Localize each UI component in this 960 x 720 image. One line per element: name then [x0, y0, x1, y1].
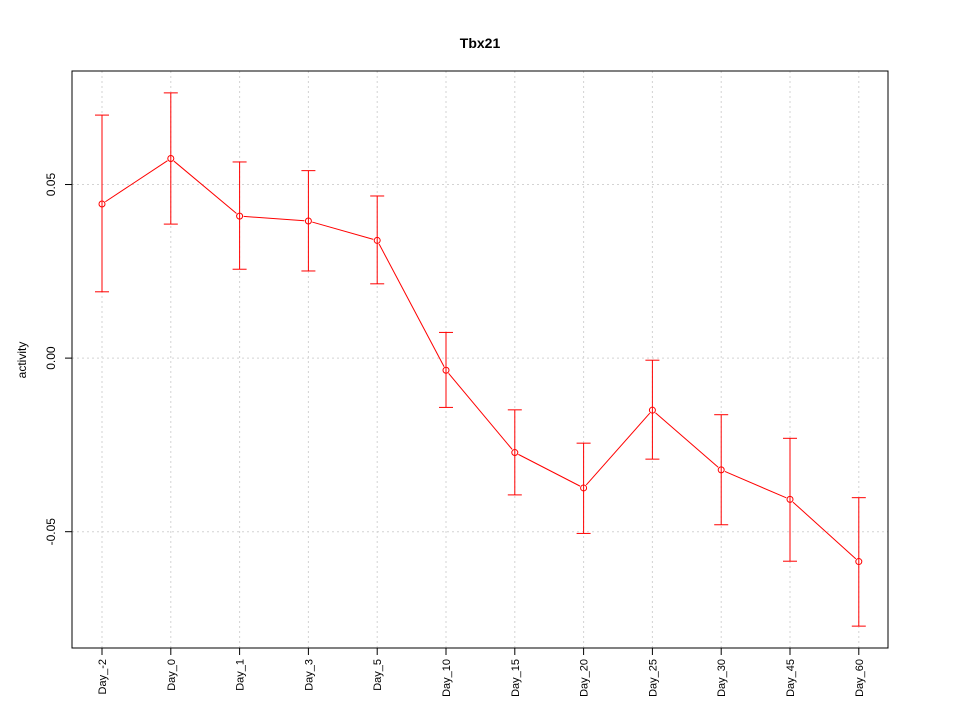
y-tick-label: 0.05	[44, 173, 58, 197]
x-tick-label: Day_3	[303, 659, 315, 691]
chart-title: Tbx21	[460, 35, 501, 51]
x-tick-label: Day_45	[785, 659, 797, 697]
data-point	[717, 466, 725, 474]
data-point	[98, 200, 106, 208]
series-line	[792, 501, 857, 560]
x-tick-label: Day_15	[510, 659, 522, 697]
plot-frame	[71, 70, 889, 649]
x-tick-label: Day_0	[166, 659, 178, 691]
x-tick-label: Day_5	[372, 659, 384, 691]
series-line	[448, 373, 513, 450]
series-line	[518, 453, 581, 487]
y-tick-label: -0.05	[44, 518, 58, 546]
grid	[72, 71, 888, 648]
x-tick-label: Day_1	[235, 659, 247, 691]
error-bars	[95, 92, 866, 627]
series-line	[378, 243, 445, 367]
data-point	[373, 236, 381, 244]
x-axis: Day_-2 Day_0 Day_1 Day_3 Day_5 Day_10 Day_15 Da…	[97, 647, 866, 697]
series-line	[655, 412, 719, 468]
series-line	[724, 471, 787, 499]
data-point	[304, 217, 312, 225]
x-tick-label: Day_10	[441, 659, 453, 697]
series-line-group	[105, 160, 857, 560]
data-point	[442, 366, 450, 374]
data-point	[786, 495, 794, 503]
x-tick-label: Day_30	[716, 659, 728, 697]
series-line	[312, 221, 374, 240]
data-points	[98, 154, 863, 566]
data-point	[580, 484, 588, 492]
series-line	[243, 215, 305, 222]
x-tick-label: Day_-2	[97, 659, 109, 694]
data-point	[648, 406, 656, 414]
x-tick-label: Day_60	[854, 659, 866, 697]
y-tick-label: 0.00	[44, 346, 58, 370]
data-point	[511, 449, 519, 457]
data-point	[167, 154, 175, 162]
series-line	[105, 160, 168, 203]
data-point	[236, 212, 244, 220]
y-axis: -0.05 0.00 0.05	[44, 173, 73, 546]
x-tick-label: Day_25	[647, 659, 659, 697]
series-line	[585, 412, 651, 486]
y-axis-label: activity	[15, 342, 29, 379]
data-point	[855, 558, 863, 566]
x-tick-label: Day_20	[579, 659, 591, 697]
series-line	[173, 160, 237, 214]
